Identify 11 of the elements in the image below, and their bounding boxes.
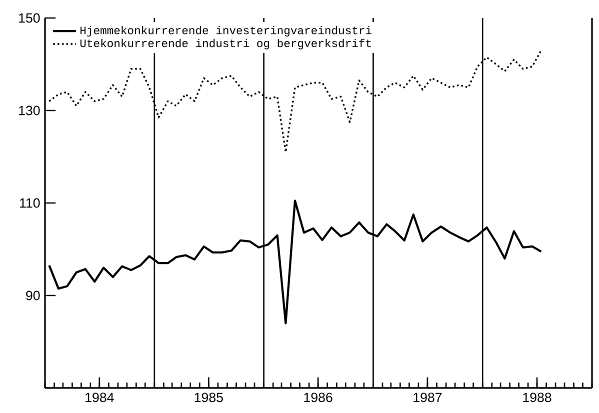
- y-tick-label: 110: [20, 198, 40, 208]
- x-tick-label: 1985: [194, 392, 223, 402]
- x-tick-label: 1988: [523, 392, 552, 402]
- legend-label: Hjemmekonkurrerende investeringvareindustri: [80, 26, 372, 37]
- legend-label: Utekonkurrerende industri og bergverksdrift: [80, 38, 371, 50]
- y-tick-label: 130: [19, 106, 40, 116]
- x-tick-label: 1987: [414, 392, 442, 402]
- y-tick-label: 90: [26, 290, 40, 300]
- y-tick-label: 150: [19, 13, 40, 23]
- x-tick-label: 1984: [86, 392, 114, 402]
- x-tick-label: 1986: [304, 392, 332, 402]
